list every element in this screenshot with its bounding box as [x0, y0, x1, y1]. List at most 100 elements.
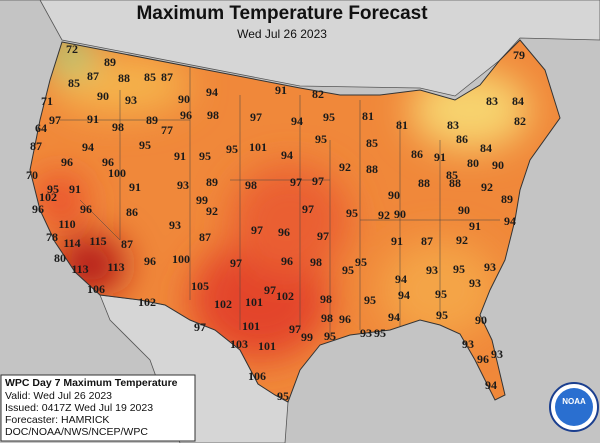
- temperature: 84: [512, 94, 524, 108]
- temperature: 90: [178, 92, 190, 106]
- temperature: 87: [30, 139, 42, 153]
- temperature: 105: [191, 279, 209, 293]
- temperature: 94: [504, 214, 516, 228]
- temperature: 89: [104, 55, 116, 69]
- temperature: 96: [61, 155, 73, 169]
- info-line: Issued: 0417Z Wed Jul 19 2023: [5, 402, 153, 414]
- temperature: 98: [207, 108, 219, 122]
- temperature: 95: [323, 110, 335, 124]
- temperature: 82: [312, 87, 324, 101]
- temperature: 96: [144, 254, 156, 268]
- temperature: 79: [513, 48, 525, 62]
- info-box: [0, 374, 196, 442]
- temperature: 114: [63, 236, 80, 250]
- temperature: 95: [277, 389, 289, 403]
- temperature: 89: [206, 175, 218, 189]
- temperature: 98: [320, 292, 332, 306]
- temperature: 97: [251, 223, 263, 237]
- temperature: 95: [324, 329, 336, 343]
- temperature: 85: [446, 168, 458, 182]
- temperature: 95: [47, 182, 59, 196]
- temperature: 102: [214, 297, 232, 311]
- temperature: 87: [199, 230, 211, 244]
- info-line: DOC/NOAA/NWS/NCEP/WPC: [5, 426, 148, 438]
- temperature: 97: [250, 110, 262, 124]
- temperature: 94: [82, 140, 94, 154]
- temperature: 95: [374, 326, 386, 340]
- temperature: 90: [97, 89, 109, 103]
- temperature: 88: [366, 162, 378, 176]
- temperature: 89: [501, 192, 513, 206]
- temperature: 110: [58, 217, 75, 231]
- temperature: 106: [248, 369, 266, 383]
- temperature: 80: [54, 251, 66, 265]
- temperature: 87: [161, 70, 173, 84]
- temperature: 93: [125, 93, 137, 107]
- temperature: 88: [118, 71, 130, 85]
- temperature: 85: [366, 136, 378, 150]
- temperature: 93: [360, 326, 372, 340]
- temperature: 91: [69, 182, 81, 196]
- temperature: 90: [458, 203, 470, 217]
- temperature: 95: [453, 262, 465, 276]
- temperature: 98: [245, 178, 257, 192]
- info-title: WPC Day 7 Maximum Temperature: [5, 377, 178, 389]
- temperature: 86: [456, 132, 468, 146]
- temperature: 94: [485, 378, 497, 392]
- temperature: 95: [435, 287, 447, 301]
- temperature: 115: [89, 234, 106, 248]
- temperature: 95: [226, 142, 238, 156]
- temperature: 93: [484, 260, 496, 274]
- temperature: 92: [481, 180, 493, 194]
- temperature: 94: [281, 148, 293, 162]
- temperature: 81: [396, 118, 408, 132]
- temperature: 93: [169, 218, 181, 232]
- temperature: 93: [177, 178, 189, 192]
- temperature: 93: [491, 347, 503, 361]
- temperature: 94: [395, 272, 407, 286]
- temperature: 81: [362, 109, 374, 123]
- temperature: 102: [39, 190, 57, 204]
- temperature: 93: [462, 337, 474, 351]
- subtitle: Wed Jul 26 2023: [237, 27, 327, 41]
- temperature: 102: [276, 289, 294, 303]
- temperature: 98: [321, 311, 333, 325]
- temperature: 96: [180, 108, 192, 122]
- temperature: 94: [206, 85, 218, 99]
- temperature: 92: [456, 233, 468, 247]
- temperature: 95: [315, 132, 327, 146]
- temperature: 93: [469, 276, 481, 290]
- temperature: 90: [475, 313, 487, 327]
- temperature: 88: [418, 176, 430, 190]
- temperature: 94: [291, 114, 303, 128]
- temperature: 72: [66, 42, 78, 56]
- temperature: 99: [301, 330, 313, 344]
- temperature: 96: [477, 352, 489, 366]
- temperature: 95: [342, 263, 354, 277]
- logo: [555, 388, 593, 426]
- temperature: 90: [492, 158, 504, 172]
- temperature: 83: [486, 94, 498, 108]
- temperature: 96: [278, 225, 290, 239]
- temperature: 64: [35, 121, 47, 135]
- temperature: 82: [514, 114, 526, 128]
- temperature: 101: [245, 295, 263, 309]
- temperature: 101: [242, 319, 260, 333]
- temperature: 97: [264, 283, 276, 297]
- temperature: 92: [378, 208, 390, 222]
- state-borders: [60, 60, 500, 340]
- temperature: 100: [108, 166, 126, 180]
- temperature: 95: [355, 255, 367, 269]
- temperature: 91: [87, 112, 99, 126]
- temperature: 91: [275, 83, 287, 97]
- title: Maximum Temperature Forecast: [136, 3, 428, 24]
- temperature: 85: [68, 76, 80, 90]
- temperature: 97: [290, 175, 302, 189]
- temperature: 98: [112, 120, 124, 134]
- temperature: 96: [80, 202, 92, 216]
- temperature: 97: [317, 229, 329, 243]
- temperature: 113: [107, 260, 124, 274]
- logo-text: NOAA: [562, 397, 586, 406]
